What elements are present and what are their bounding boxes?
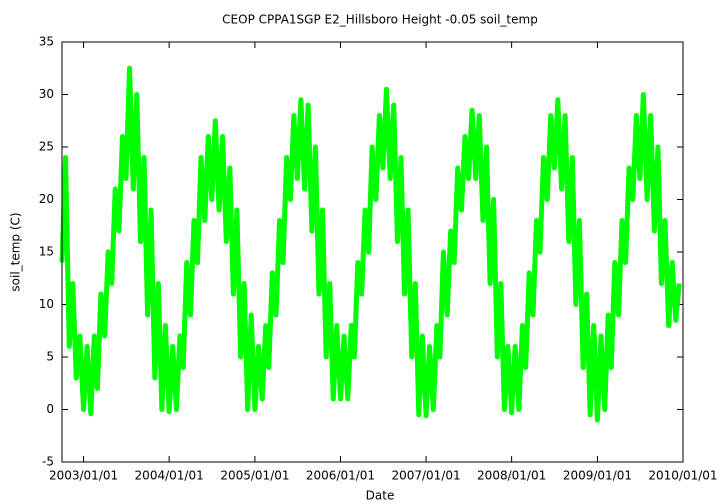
x-tick-label: 2003/01/01: [49, 469, 118, 483]
x-tick-label: 2005/01/01: [220, 469, 289, 483]
chart-title: CEOP CPPA1SGP E2_Hillsboro Height -0.05 …: [222, 13, 538, 27]
y-tick-label: 0: [46, 402, 54, 416]
y-tick-label: 30: [39, 87, 54, 101]
x-tick-label: 2008/01/01: [477, 469, 546, 483]
x-tick-label: 2007/01/01: [391, 469, 460, 483]
y-tick-label: 15: [39, 245, 54, 259]
y-tick-label: 10: [39, 297, 54, 311]
x-tick-label: 2009/01/01: [563, 469, 632, 483]
plot-border: [61, 41, 684, 463]
y-axis-label: soil_temp (C): [9, 212, 23, 291]
y-tick-label: 5: [46, 350, 54, 364]
x-tick-label: 2004/01/01: [135, 469, 204, 483]
y-tick-label: 35: [39, 35, 54, 49]
y-tick-label: -5: [42, 455, 54, 469]
x-axis-label: Date: [366, 489, 395, 503]
x-tick-label: 2006/01/01: [306, 469, 375, 483]
data-line: [59, 65, 682, 423]
x-tick-label: 2010/01/01: [648, 469, 717, 483]
y-tick-label: 25: [39, 140, 54, 154]
y-tick-label: 20: [39, 192, 54, 206]
